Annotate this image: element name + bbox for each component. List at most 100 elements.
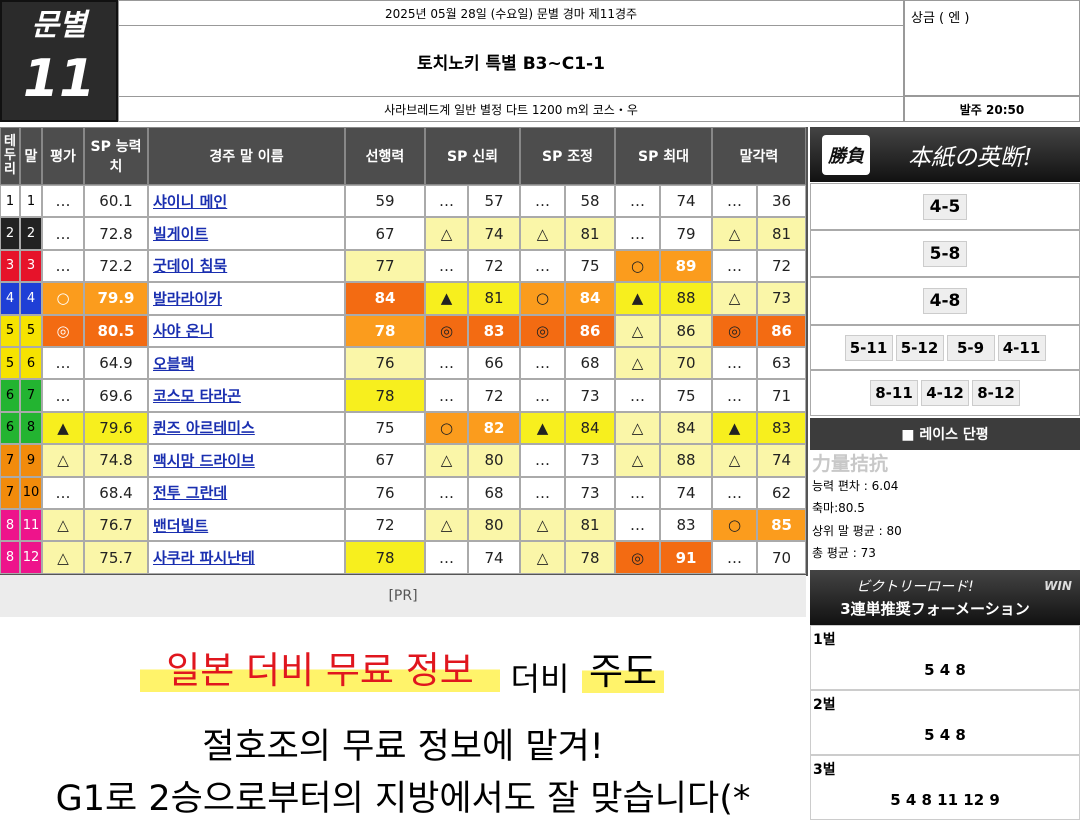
formation-badge: WIN [1044,579,1072,593]
table-cell: 8 [0,509,20,542]
table-cell: △ [712,282,757,315]
table-cell: … [42,217,84,250]
race-label: 문별 [31,8,87,42]
horse-name-link[interactable]: 코스모 타라곤 [148,379,345,412]
formation-title1: ビクトリーロード! [856,579,974,595]
ad-line3: G1로 2승으로부터의 지방에서도 잘 맞습니다(* [55,778,751,819]
comment-line: 총 평균 : 73 [812,546,876,560]
table-cell: … [712,476,757,509]
table-cell: 78 [345,541,425,574]
table-cell: … [712,347,757,380]
table-cell: △ [425,444,468,477]
table-cell: … [712,249,757,283]
table-cell: 72 [345,509,425,542]
table-cell: △ [520,217,565,250]
table-cell: … [712,541,757,574]
table-cell: 66 [468,347,520,380]
table-cell: △ [615,444,660,477]
horse-name-link[interactable]: 빌게이트 [148,217,345,250]
table-cell: 82 [468,411,520,445]
table-cell: ▲ [42,411,84,445]
table-cell: 6 [0,379,20,412]
table-cell: … [520,249,565,283]
column-header: SP 신뢰 [425,127,520,185]
pick-combo: 5-11 [844,334,893,361]
table-cell: 78 [565,541,615,574]
table-cell: 5 [20,314,42,347]
table-cell: ▲ [520,411,565,445]
horse-name-link[interactable]: 샤이니 메인 [148,185,345,218]
table-cell: 6 [20,347,42,380]
table-cell: 63 [757,347,806,380]
horse-name-link[interactable]: 굿데이 침묵 [148,249,345,283]
table-cell: 74 [468,541,520,574]
comment-verdict: 力量拮抗 [812,452,889,475]
date-line: 2025년 05월 28일 (수요일) 문별 경마 제11경주 [118,2,904,26]
column-header: SP 능력치 [84,127,148,185]
table-cell: 62 [757,476,806,509]
table-cell: 75 [345,411,425,445]
pick-combo: 8-12 [972,380,1020,406]
table-cell: 73 [565,476,615,509]
table-cell: 64.9 [84,347,148,380]
table-cell: … [42,379,84,412]
horse-name-link[interactable]: 발라라이카 [148,282,345,315]
leg-horses: 5 4 8 [924,726,966,744]
table-cell: 79.6 [84,411,148,445]
table-cell: 67 [345,217,425,250]
picks-banner-text: 本紙の英断! [907,144,1033,171]
table-cell: 10 [20,476,42,509]
table-cell: 68 [468,476,520,509]
table-cell: 70 [660,347,712,380]
table-cell: … [712,379,757,412]
table-cell: 58 [565,185,615,218]
table-cell: 4 [0,282,20,315]
table-cell: 86 [757,314,806,347]
horse-name-link[interactable]: 오블랙 [148,347,345,380]
table-cell: ○ [425,411,468,445]
table-cell: ◎ [42,314,84,347]
race-title: 토치노키 특별 B3~C1-1 [417,53,605,74]
table-cell: … [712,185,757,218]
table-cell: … [425,379,468,412]
column-header: 테두리 [0,127,20,185]
pick-combo: 5-8 [923,240,967,267]
table-cell: 2 [0,217,20,250]
horse-name-link[interactable]: 전투 그란데 [148,476,345,509]
table-cell: 1 [0,185,20,218]
table-cell: 74 [468,217,520,250]
table-cell: 75 [660,379,712,412]
table-cell: … [615,476,660,509]
pick-combo: 4-11 [997,334,1046,361]
table-cell: 79.9 [84,282,148,315]
table-cell: 60.1 [84,185,148,218]
horse-name-link[interactable]: 사쿠라 파시난테 [148,541,345,574]
table-cell: ○ [712,509,757,542]
table-cell: 81 [757,217,806,250]
conditions: 사라브레드계 일반 별정 다트 1200 m외 코스・우 [118,96,904,122]
horse-name-link[interactable]: 맥시맘 드라이브 [148,444,345,477]
table-cell: 8 [0,541,20,574]
table-cell: 76 [345,476,425,509]
horse-name-link[interactable]: 퀸즈 아르테미스 [148,411,345,445]
table-cell: ◎ [425,314,468,347]
horse-name-link[interactable]: 사야 온니 [148,314,345,347]
race-number: 11 [22,49,96,109]
leg-label: 1벌 [813,632,836,648]
table-cell: 81 [468,282,520,315]
table-cell: … [42,185,84,218]
pick-combo: 5-9 [946,334,995,361]
table-cell: 72.2 [84,249,148,283]
table-cell: 77 [345,249,425,283]
horse-name-link[interactable]: 밴더빌트 [148,509,345,542]
table-cell: 80 [468,509,520,542]
table-cell: … [425,249,468,283]
table-cell: 6 [0,411,20,445]
table-cell: ◎ [615,541,660,574]
table-cell: 74 [757,444,806,477]
table-cell: 91 [660,541,712,574]
table-cell: 81 [565,509,615,542]
table-cell: 86 [660,314,712,347]
table-cell: ○ [42,282,84,315]
table-cell: 74 [660,185,712,218]
